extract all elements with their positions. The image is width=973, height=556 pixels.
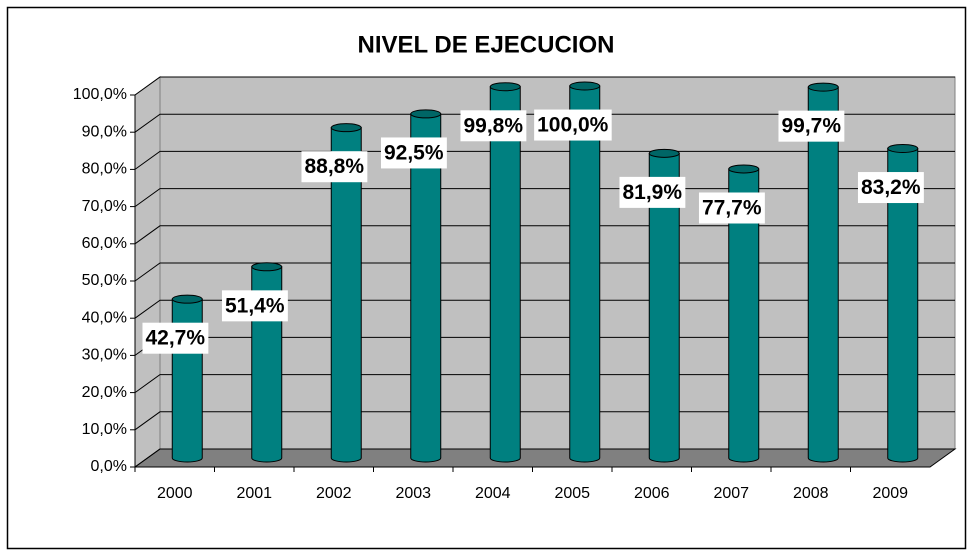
bar-top: [489, 82, 521, 92]
y-tick-label: 80,0%: [82, 161, 127, 178]
bar-top: [648, 148, 680, 158]
value-label: 88,8%: [304, 155, 364, 178]
bar: [569, 81, 601, 463]
grid-line: [134, 448, 955, 468]
bar-body: [489, 86, 521, 463]
x-tick-label: 2008: [793, 485, 829, 502]
grid-line: [134, 188, 955, 208]
bar-top: [807, 82, 839, 92]
bar-top: [728, 164, 760, 174]
grid-line: [134, 76, 955, 96]
bar: [887, 143, 919, 463]
bar-top: [410, 109, 442, 119]
x-tick-label: 2005: [554, 485, 590, 502]
bar: [728, 164, 760, 463]
bar-top: [171, 294, 203, 304]
y-tick-label: 0,0%: [91, 458, 127, 475]
bar-body: [807, 86, 839, 463]
value-label-box: [619, 176, 686, 208]
grid-line: [134, 225, 955, 245]
y-tick-label: 10,0%: [82, 421, 127, 438]
bar: [807, 82, 839, 463]
bar-top: [887, 143, 919, 153]
bar-body: [648, 152, 680, 463]
bar-body: [728, 168, 760, 463]
bar: [330, 123, 362, 463]
bar-top: [330, 123, 362, 133]
grid-line: [134, 262, 955, 282]
grid-line: [134, 411, 955, 431]
value-label-box: [778, 110, 845, 142]
x-tick-label: 2006: [634, 485, 670, 502]
bar-body: [330, 127, 362, 463]
value-label-box: [221, 290, 288, 322]
bar: [410, 109, 442, 463]
value-label: 77,7%: [702, 197, 762, 220]
y-tick-label: 50,0%: [82, 272, 127, 289]
value-label-box: [301, 151, 368, 183]
bar: [648, 148, 680, 463]
value-label-box: [857, 172, 924, 204]
value-label: 92,5%: [384, 141, 444, 164]
y-tick-label: 30,0%: [82, 347, 127, 364]
value-label: 83,2%: [861, 176, 921, 199]
y-tick-label: 90,0%: [82, 123, 127, 140]
value-label-box: [534, 109, 612, 141]
value-label: 99,8%: [463, 114, 523, 137]
value-label-box: [460, 110, 527, 142]
y-tick-label: 100,0%: [73, 86, 127, 103]
grid-line: [134, 150, 955, 170]
value-label: 100,0%: [537, 114, 609, 137]
value-label-box: [698, 192, 765, 224]
x-tick-label: 2000: [157, 485, 193, 502]
bar-top: [569, 81, 601, 91]
x-tick-label: 2003: [395, 485, 431, 502]
grid-line: [134, 374, 955, 394]
x-tick-label: 2002: [316, 485, 352, 502]
bar-top: [251, 262, 283, 272]
x-tick-label: 2001: [236, 485, 272, 502]
chart-title: NIVEL DE EJECUCION: [358, 31, 615, 58]
y-tick-label: 70,0%: [82, 198, 127, 215]
value-label: 99,7%: [781, 115, 841, 138]
x-tick-label: 2004: [475, 485, 511, 502]
bar-body: [887, 147, 919, 463]
bar: [171, 294, 203, 463]
y-tick-label: 60,0%: [82, 235, 127, 252]
bar-body: [410, 113, 442, 463]
grid-line: [134, 299, 955, 319]
x-tick-label: 2009: [872, 485, 908, 502]
bar-body: [569, 85, 601, 463]
y-tick-label: 40,0%: [82, 309, 127, 326]
value-label: 51,4%: [225, 294, 285, 317]
grid-line: [134, 113, 955, 133]
x-tick-label: 2007: [713, 485, 749, 502]
value-label: 81,9%: [622, 181, 682, 204]
value-label: 42,7%: [145, 327, 205, 350]
value-label-box: [380, 137, 447, 169]
value-label-box: [142, 322, 209, 354]
bar: [489, 82, 521, 463]
y-tick-label: 20,0%: [82, 384, 127, 401]
